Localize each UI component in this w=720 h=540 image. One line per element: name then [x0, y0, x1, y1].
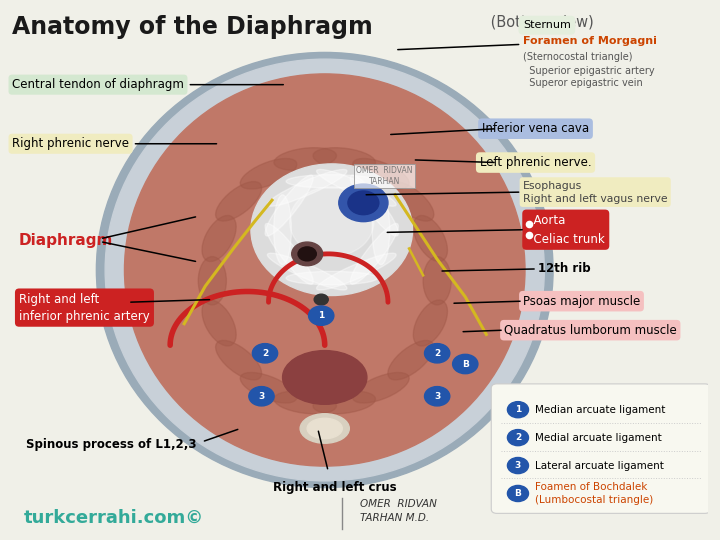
Ellipse shape [240, 373, 297, 403]
Text: Left phrenic nerve.: Left phrenic nerve. [480, 156, 591, 169]
Ellipse shape [413, 300, 447, 346]
Text: Superior epigastric artery: Superior epigastric artery [523, 66, 654, 76]
Ellipse shape [215, 340, 261, 380]
Ellipse shape [265, 175, 313, 236]
FancyBboxPatch shape [491, 384, 711, 514]
Text: Right phrenic nerve: Right phrenic nerve [12, 137, 217, 150]
Text: Lateral arcuate ligament: Lateral arcuate ligament [535, 461, 664, 470]
Circle shape [339, 184, 388, 221]
Ellipse shape [351, 224, 398, 285]
Text: Aorta
  Celiac trunk: Aorta Celiac trunk [526, 214, 605, 246]
Text: Foramen of Morgagni: Foramen of Morgagni [523, 36, 657, 46]
Ellipse shape [313, 391, 376, 414]
Ellipse shape [313, 147, 376, 171]
Text: B: B [462, 360, 469, 368]
Ellipse shape [282, 350, 367, 404]
Text: Central tendon of diaphragm: Central tendon of diaphragm [12, 78, 283, 91]
Ellipse shape [372, 195, 390, 265]
Text: 3: 3 [434, 392, 441, 401]
Ellipse shape [267, 170, 347, 206]
Circle shape [425, 387, 450, 406]
Ellipse shape [307, 418, 342, 438]
Text: Quadratus lumborum muscle: Quadratus lumborum muscle [504, 323, 677, 336]
Ellipse shape [240, 158, 297, 189]
Circle shape [314, 294, 328, 305]
Ellipse shape [215, 181, 261, 221]
Text: 2: 2 [434, 349, 441, 358]
Circle shape [298, 247, 316, 261]
Ellipse shape [265, 224, 313, 285]
Circle shape [292, 242, 323, 266]
Text: Right and left crus: Right and left crus [274, 481, 397, 494]
Ellipse shape [317, 170, 396, 206]
Ellipse shape [388, 340, 434, 380]
Ellipse shape [353, 158, 409, 189]
Circle shape [508, 485, 528, 502]
Text: Sternum: Sternum [523, 20, 571, 30]
Text: (Bottom view): (Bottom view) [486, 15, 594, 30]
Text: 1: 1 [318, 311, 324, 320]
Ellipse shape [125, 74, 525, 466]
Circle shape [309, 306, 334, 325]
Text: B: B [515, 489, 521, 498]
Ellipse shape [274, 195, 292, 265]
Ellipse shape [300, 414, 349, 443]
Ellipse shape [289, 187, 374, 256]
Ellipse shape [105, 59, 544, 481]
Text: OMER  RIDVAN
TARHAN: OMER RIDVAN TARHAN [356, 166, 413, 186]
Text: Spinous process of L1,2,3: Spinous process of L1,2,3 [26, 438, 197, 451]
Ellipse shape [286, 271, 377, 285]
Ellipse shape [202, 300, 236, 346]
Text: 2: 2 [262, 349, 268, 358]
Ellipse shape [423, 256, 451, 305]
Ellipse shape [267, 253, 347, 290]
Ellipse shape [202, 215, 236, 261]
Text: (Sternocostal triangle): (Sternocostal triangle) [523, 52, 632, 63]
Text: Inferior vena cava: Inferior vena cava [482, 122, 589, 135]
Ellipse shape [351, 175, 398, 236]
Ellipse shape [96, 52, 553, 488]
Circle shape [508, 429, 528, 445]
Circle shape [508, 402, 528, 418]
Circle shape [348, 191, 379, 215]
Text: Medial arcuate ligament: Medial arcuate ligament [535, 433, 662, 443]
Circle shape [252, 343, 278, 363]
Text: 2: 2 [515, 433, 521, 442]
Ellipse shape [274, 147, 336, 171]
Ellipse shape [413, 215, 447, 261]
Ellipse shape [286, 174, 377, 188]
Text: Anatomy of the Diaphragm: Anatomy of the Diaphragm [12, 15, 373, 39]
Circle shape [249, 387, 274, 406]
Circle shape [508, 457, 528, 474]
Ellipse shape [353, 373, 409, 403]
Text: OMER  RIDVAN
TARHAN M.D.: OMER RIDVAN TARHAN M.D. [360, 498, 437, 523]
Ellipse shape [198, 256, 226, 305]
Ellipse shape [274, 391, 336, 414]
Text: 12th rib: 12th rib [538, 262, 590, 275]
Text: Diaphragm: Diaphragm [19, 233, 114, 248]
Ellipse shape [317, 253, 396, 290]
Text: Foamen of Bochdalek
(Lumbocostal triangle): Foamen of Bochdalek (Lumbocostal triangl… [535, 482, 653, 505]
Text: turkcerrahi.com©: turkcerrahi.com© [24, 509, 204, 527]
Text: Superor epigastric vein: Superor epigastric vein [523, 78, 643, 87]
Text: 3: 3 [515, 461, 521, 470]
Text: 1: 1 [515, 405, 521, 414]
Text: 3: 3 [258, 392, 265, 401]
Text: Median arcuate ligament: Median arcuate ligament [535, 404, 665, 415]
Text: Psoas major muscle: Psoas major muscle [523, 295, 640, 308]
Ellipse shape [388, 181, 434, 221]
Text: Right and left
inferior phrenic artery: Right and left inferior phrenic artery [19, 293, 150, 322]
Text: Esophagus
Right and left vagus nerve: Esophagus Right and left vagus nerve [523, 180, 667, 204]
Circle shape [425, 343, 450, 363]
Ellipse shape [251, 164, 413, 295]
Circle shape [453, 354, 478, 374]
